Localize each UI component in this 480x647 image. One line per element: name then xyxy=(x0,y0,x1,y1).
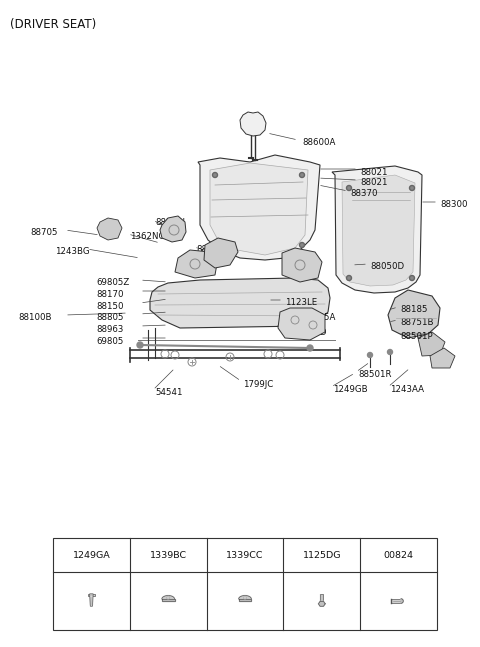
Circle shape xyxy=(347,276,351,281)
Text: 88565A: 88565A xyxy=(302,313,336,322)
Text: 54541: 54541 xyxy=(155,388,182,397)
Text: 1123LE: 1123LE xyxy=(285,298,317,307)
Circle shape xyxy=(307,345,313,351)
Text: 1327AD: 1327AD xyxy=(292,328,326,337)
Text: 88751B: 88751B xyxy=(400,318,433,327)
Polygon shape xyxy=(204,238,238,268)
Polygon shape xyxy=(418,332,445,356)
Polygon shape xyxy=(430,348,455,368)
Circle shape xyxy=(368,353,372,358)
Circle shape xyxy=(300,173,304,177)
Text: 00824: 00824 xyxy=(384,551,414,560)
Polygon shape xyxy=(320,594,324,604)
Text: 1125DG: 1125DG xyxy=(302,551,341,560)
Text: 1249GA: 1249GA xyxy=(72,551,110,560)
Text: 88100B: 88100B xyxy=(18,313,51,322)
Text: 1243AA: 1243AA xyxy=(390,385,424,394)
Polygon shape xyxy=(401,598,403,603)
Text: 1243BG: 1243BG xyxy=(55,247,90,256)
Circle shape xyxy=(300,243,304,248)
Circle shape xyxy=(387,349,393,355)
Text: 1362NC: 1362NC xyxy=(130,232,165,241)
Circle shape xyxy=(137,342,143,348)
Text: 69805Z: 69805Z xyxy=(96,278,129,287)
Polygon shape xyxy=(162,595,175,599)
Polygon shape xyxy=(318,602,325,606)
Polygon shape xyxy=(332,166,422,293)
Circle shape xyxy=(409,186,415,190)
Circle shape xyxy=(212,243,216,248)
Text: 88185: 88185 xyxy=(400,305,428,314)
Polygon shape xyxy=(278,308,325,340)
Polygon shape xyxy=(282,248,322,282)
Polygon shape xyxy=(342,175,415,286)
Polygon shape xyxy=(160,216,186,242)
Text: 88300: 88300 xyxy=(440,200,468,209)
Polygon shape xyxy=(210,163,308,255)
Polygon shape xyxy=(391,598,401,603)
Text: 1339BC: 1339BC xyxy=(150,551,187,560)
Polygon shape xyxy=(239,599,252,601)
Text: 88170: 88170 xyxy=(96,290,123,299)
Text: 1799JC: 1799JC xyxy=(243,380,273,389)
Text: 1339CC: 1339CC xyxy=(226,551,264,560)
Polygon shape xyxy=(97,218,122,240)
Text: 88600A: 88600A xyxy=(302,138,336,147)
Text: 88705: 88705 xyxy=(30,228,58,237)
Polygon shape xyxy=(162,599,175,601)
Text: 88567B: 88567B xyxy=(196,245,229,254)
Polygon shape xyxy=(90,594,93,606)
Text: 88513J: 88513J xyxy=(155,218,185,227)
Polygon shape xyxy=(150,278,330,328)
Bar xyxy=(53,538,437,630)
Polygon shape xyxy=(198,155,320,260)
Text: 88050D: 88050D xyxy=(370,262,404,271)
Text: 88963: 88963 xyxy=(96,325,123,334)
Polygon shape xyxy=(239,595,252,599)
Text: 88501P: 88501P xyxy=(400,332,432,341)
Bar xyxy=(88,594,95,596)
Polygon shape xyxy=(240,112,266,136)
Text: 88021: 88021 xyxy=(360,168,387,177)
Text: 88370: 88370 xyxy=(350,189,377,198)
Text: 88150: 88150 xyxy=(96,302,123,311)
Circle shape xyxy=(213,173,217,177)
Text: 88805: 88805 xyxy=(96,313,123,322)
Text: 88021: 88021 xyxy=(360,178,387,187)
Text: (DRIVER SEAT): (DRIVER SEAT) xyxy=(10,18,96,31)
Text: 1249GB: 1249GB xyxy=(333,385,368,394)
Text: 69805: 69805 xyxy=(96,337,123,346)
Circle shape xyxy=(409,276,415,281)
Circle shape xyxy=(347,186,351,190)
Polygon shape xyxy=(388,290,440,338)
Polygon shape xyxy=(175,250,218,278)
Text: 88501R: 88501R xyxy=(358,370,392,379)
